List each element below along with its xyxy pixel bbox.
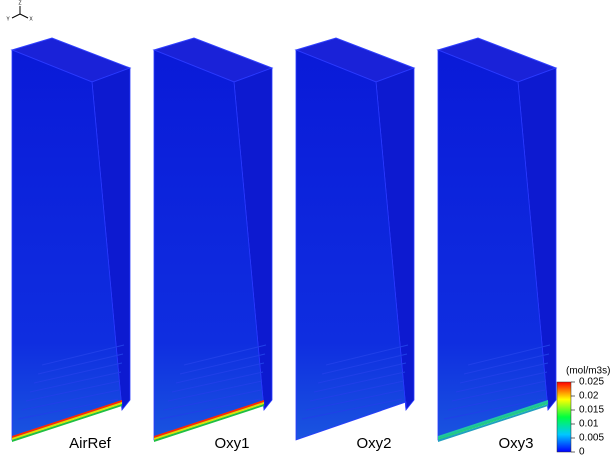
panel-label: AirRef <box>69 435 112 452</box>
colorbar-tick-label: 0.015 <box>579 405 604 416</box>
axis-letter: Z <box>18 0 21 6</box>
colorbar-tick-label: 0.01 <box>579 419 599 430</box>
box: Oxy1 <box>154 38 272 452</box>
panel-label: Oxy2 <box>356 435 391 452</box>
box: Oxy2 <box>296 38 414 452</box>
box: Oxy3 <box>438 38 556 452</box>
figure: Y Z X AirRef Oxy1 Oxy2 Oxy3 (mol/m3s) 0.025 0.… <box>0 0 612 457</box>
panels: AirRef Oxy1 Oxy2 Oxy3 <box>12 38 556 452</box>
colorbar-tick-label: 0.025 <box>579 377 604 388</box>
colorbar: (mol/m3s) 0.025 0.02 0.015 0.01 0.005 0 <box>557 366 610 457</box>
colorbar-ramp <box>557 382 571 452</box>
colorbar-tick-label: 0.02 <box>579 391 599 402</box>
panel-label: Oxy1 <box>214 435 249 452</box>
axis-triad: Y Z X <box>6 0 33 22</box>
box: AirRef <box>12 38 130 452</box>
colorbar-tick-label: 0 <box>579 447 585 457</box>
panel-label: Oxy3 <box>498 435 533 452</box>
axis-letter: X <box>29 16 33 22</box>
colorbar-tick-label: 0.005 <box>579 433 604 444</box>
colorbar-title: (mol/m3s) <box>566 366 610 377</box>
axis-letter: Y <box>6 16 10 22</box>
